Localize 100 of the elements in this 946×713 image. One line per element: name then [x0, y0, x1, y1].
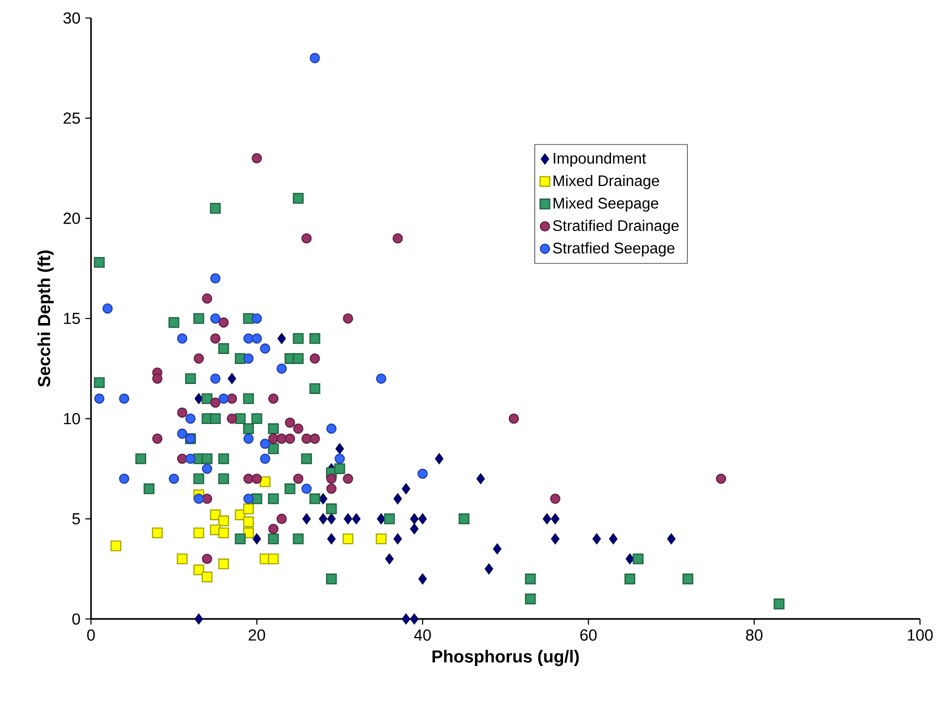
point — [226, 414, 238, 424]
point — [592, 533, 601, 544]
point — [301, 484, 312, 494]
point — [177, 333, 188, 344]
point — [609, 533, 618, 544]
point — [284, 483, 296, 494]
point — [342, 474, 354, 484]
point — [484, 564, 494, 574]
point — [210, 397, 220, 408]
point — [252, 533, 262, 544]
point — [292, 333, 304, 344]
point — [292, 192, 304, 204]
point — [260, 476, 270, 488]
point — [524, 574, 536, 584]
point — [268, 443, 279, 454]
point — [376, 533, 387, 544]
point — [293, 474, 304, 484]
point — [326, 503, 337, 514]
point — [334, 454, 345, 464]
point — [682, 574, 694, 584]
legend-label: Mixed Drainage — [554, 174, 660, 190]
point — [152, 373, 162, 384]
point — [218, 527, 230, 538]
legend-label: Stratfied Seepage — [553, 242, 674, 257]
point — [309, 333, 320, 344]
x-axis-title: Phosphorus (ug/l) — [432, 650, 579, 666]
point — [326, 574, 337, 584]
point — [218, 515, 230, 526]
point — [119, 393, 130, 404]
point — [168, 474, 180, 484]
point — [318, 493, 328, 504]
point — [210, 333, 220, 344]
point — [243, 527, 254, 538]
point — [252, 333, 262, 344]
point — [185, 373, 196, 384]
point — [326, 484, 337, 494]
point — [344, 513, 352, 524]
x-tick-label: 20 — [248, 629, 266, 641]
point — [394, 533, 402, 544]
point — [94, 393, 104, 404]
point — [94, 257, 105, 268]
point — [392, 233, 403, 244]
point — [352, 513, 360, 524]
point — [301, 233, 312, 244]
point — [284, 418, 296, 428]
point — [476, 473, 485, 484]
point — [243, 393, 254, 404]
y-tick-label: 30 — [63, 12, 80, 24]
point — [185, 414, 196, 424]
point — [293, 424, 304, 434]
point — [268, 533, 279, 544]
point — [218, 558, 230, 570]
point — [310, 434, 320, 444]
point — [260, 454, 270, 464]
point — [376, 373, 386, 384]
point — [251, 413, 262, 424]
y-tick-label: 5 — [72, 513, 80, 524]
point — [268, 393, 279, 404]
point — [410, 614, 419, 624]
point — [318, 513, 328, 524]
point — [177, 454, 188, 464]
point — [152, 527, 163, 538]
point — [342, 533, 354, 544]
point — [327, 513, 336, 524]
point — [202, 464, 212, 474]
point — [402, 614, 410, 624]
point — [260, 438, 270, 449]
point — [326, 474, 337, 484]
point — [218, 453, 230, 464]
point — [177, 428, 188, 439]
y-tick-label: 10 — [64, 412, 80, 424]
point — [550, 494, 560, 504]
point — [202, 572, 212, 582]
point — [624, 574, 636, 584]
point — [218, 343, 230, 354]
point — [376, 513, 386, 524]
point — [210, 273, 220, 284]
x-tick-label: 60 — [580, 629, 597, 641]
point — [418, 574, 427, 584]
point — [292, 353, 304, 364]
point — [243, 494, 254, 504]
point — [234, 533, 246, 544]
point — [152, 434, 162, 444]
point — [309, 493, 320, 504]
point — [301, 434, 312, 444]
point — [292, 533, 304, 544]
y-tick-label: 15 — [64, 312, 80, 324]
point — [310, 353, 320, 364]
point — [309, 383, 320, 394]
point — [177, 408, 188, 418]
point — [228, 373, 236, 384]
point — [327, 533, 336, 544]
point — [243, 503, 254, 514]
point — [210, 373, 220, 384]
point — [176, 553, 188, 564]
point — [234, 353, 246, 364]
point — [410, 513, 419, 524]
point — [243, 474, 254, 484]
point — [243, 516, 254, 528]
point — [202, 494, 212, 504]
